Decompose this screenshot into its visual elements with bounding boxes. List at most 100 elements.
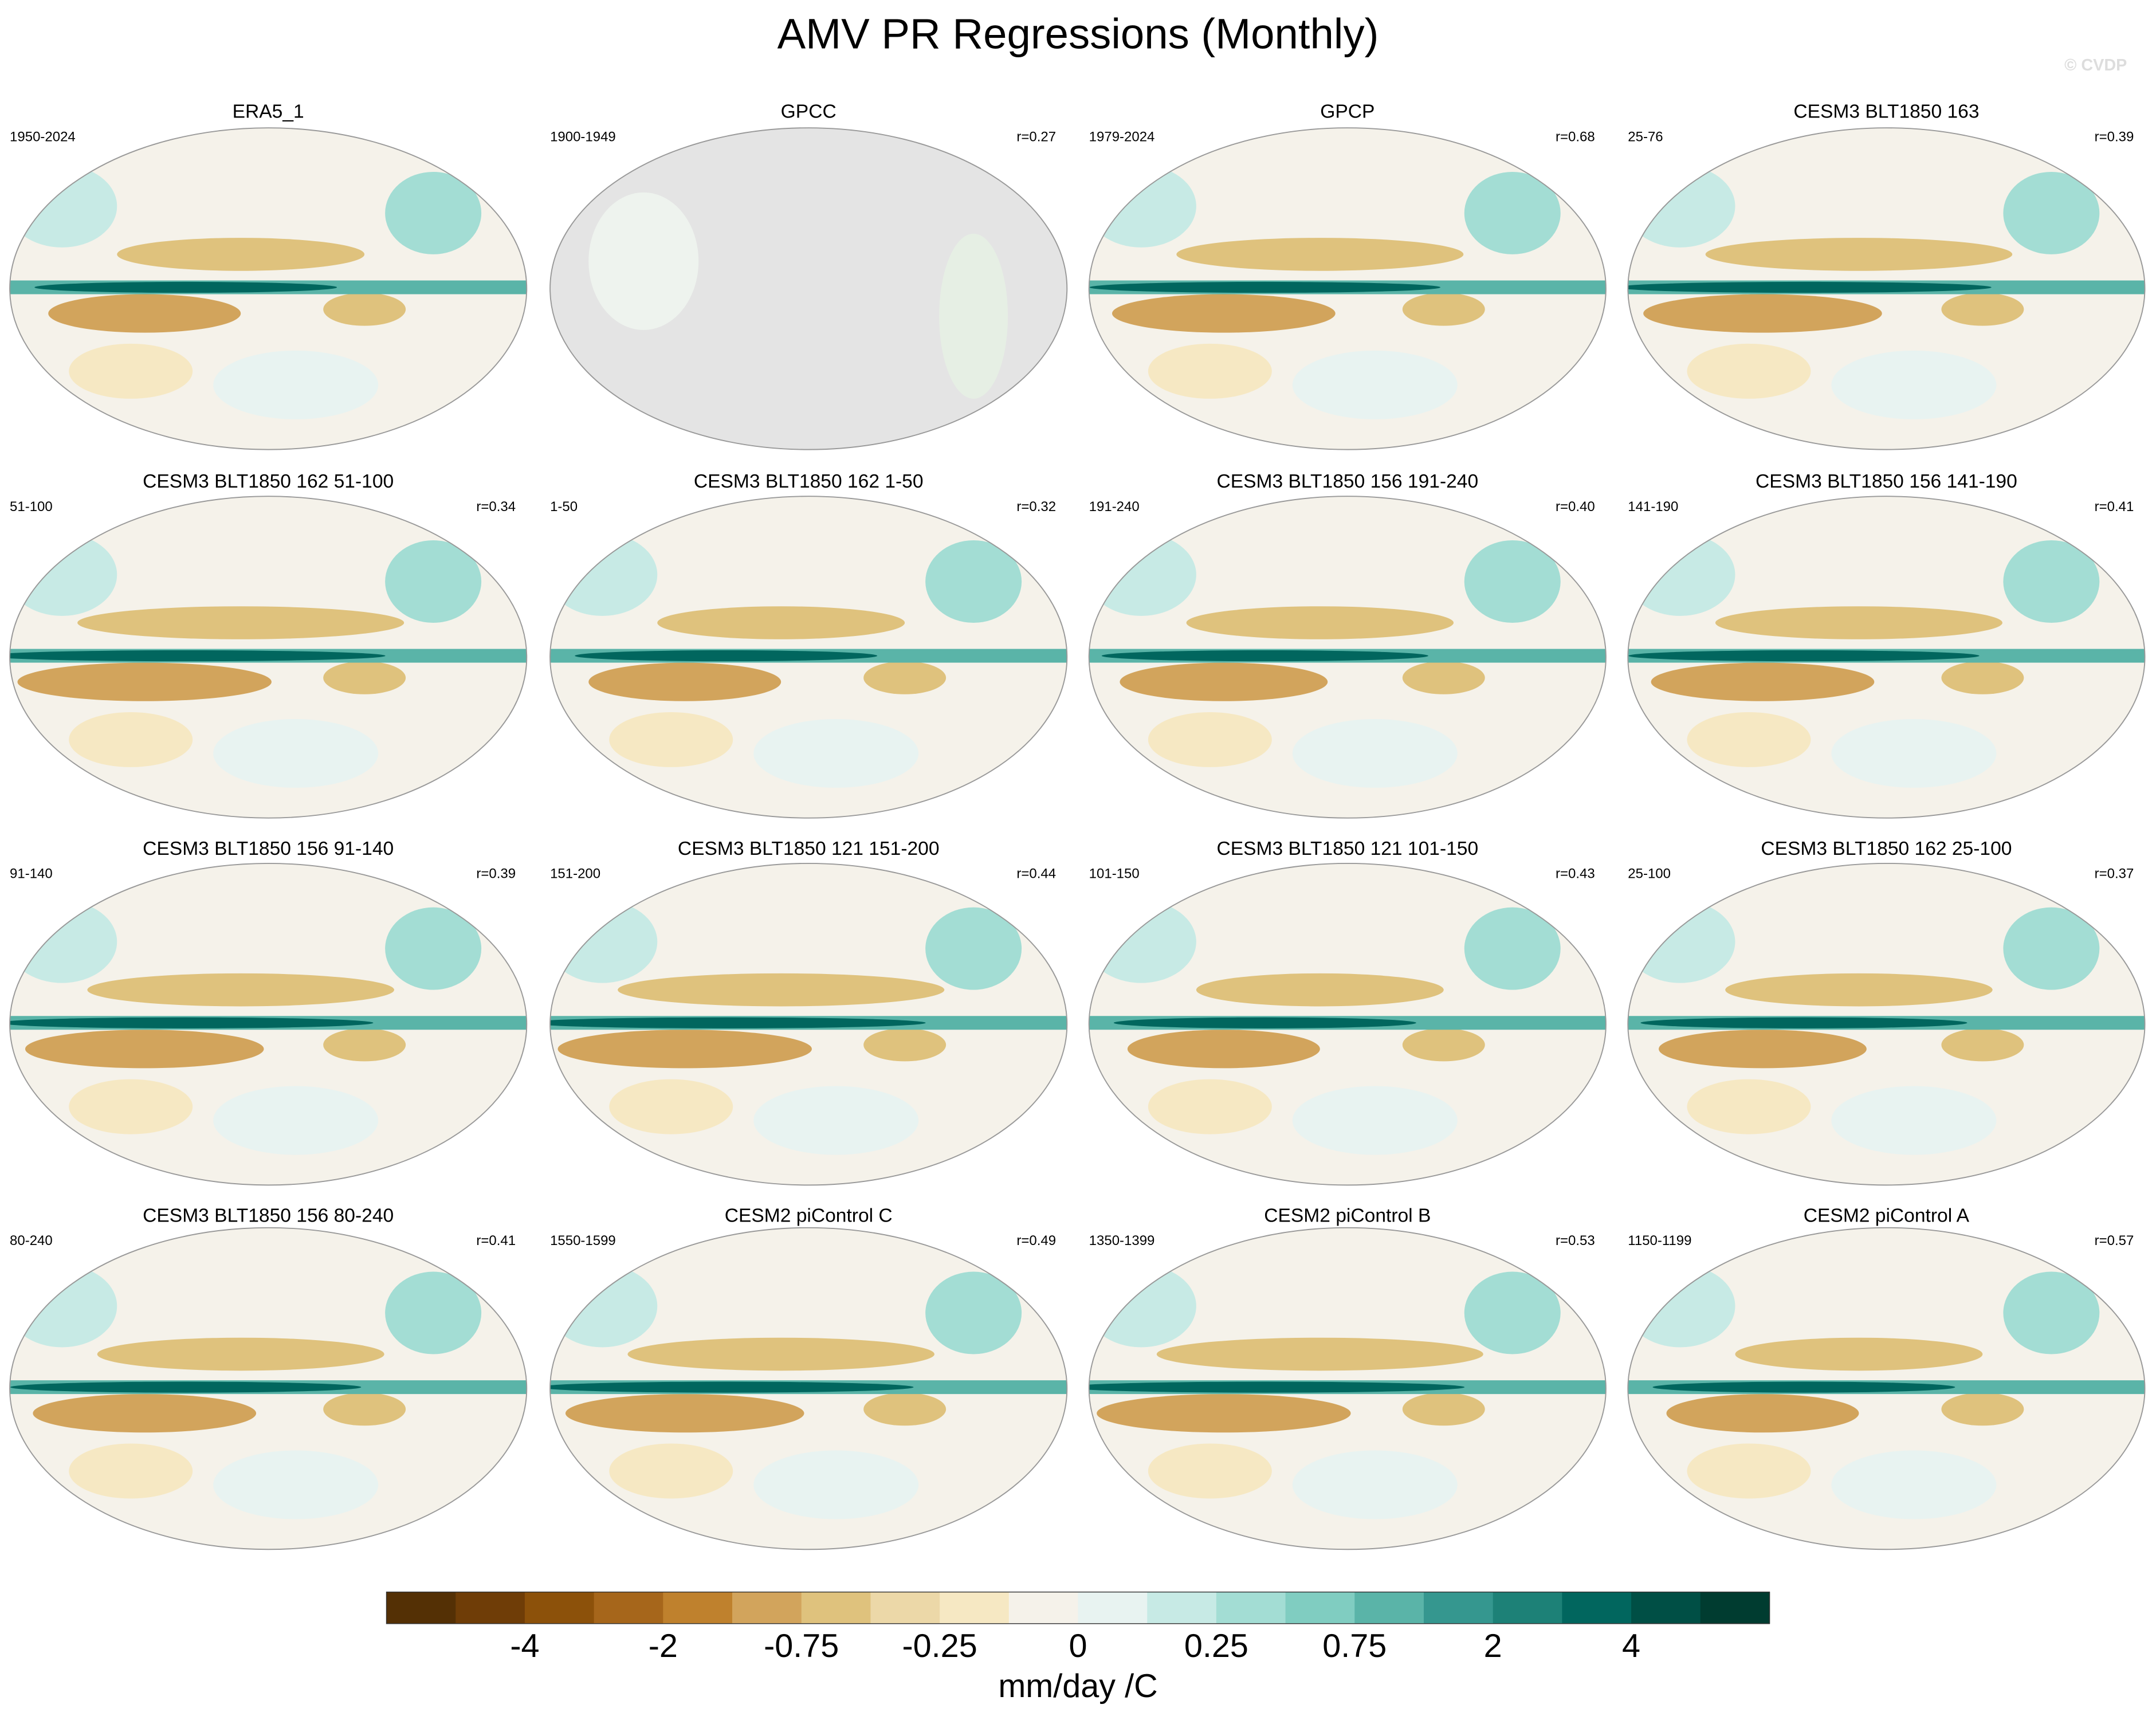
colorbar-label: 4 bbox=[1622, 1628, 1640, 1664]
blob bbox=[213, 1450, 379, 1519]
colorbar-frame bbox=[386, 1591, 1770, 1624]
blob bbox=[863, 1392, 947, 1426]
blob bbox=[323, 661, 406, 694]
panel-period: 101-150 bbox=[1089, 866, 1140, 881]
panel-period: 91-140 bbox=[10, 866, 53, 881]
blob bbox=[1687, 712, 1811, 767]
panel-title: CESM3 BLT1850 156 91-140 bbox=[143, 838, 394, 859]
map-outline bbox=[1627, 127, 2146, 450]
blob bbox=[1186, 606, 1454, 639]
blob bbox=[48, 294, 241, 333]
colorbar-box bbox=[870, 1592, 940, 1624]
blob bbox=[1725, 973, 1993, 1007]
land-patch bbox=[939, 233, 1008, 399]
panel-r: r=0.43 bbox=[1556, 866, 1595, 881]
blob bbox=[213, 718, 379, 788]
blob bbox=[10, 1381, 362, 1393]
map-outline bbox=[1627, 862, 2146, 1186]
map bbox=[1089, 1227, 1606, 1550]
panel-title: CESM3 BLT1850 162 51-100 bbox=[143, 471, 394, 492]
blob bbox=[117, 238, 365, 271]
panel-r: r=0.41 bbox=[2095, 499, 2134, 515]
blob bbox=[1652, 1381, 1955, 1393]
map bbox=[10, 496, 527, 818]
map-outline bbox=[1088, 862, 1607, 1186]
blob bbox=[1628, 650, 1980, 662]
panel-r: r=0.44 bbox=[1016, 866, 1056, 881]
blob bbox=[1831, 1450, 1997, 1519]
blob bbox=[17, 662, 272, 701]
map bbox=[1628, 863, 2145, 1185]
blob bbox=[10, 164, 117, 248]
panel-period: 191-240 bbox=[1089, 499, 1140, 515]
map bbox=[550, 128, 1067, 450]
blob bbox=[1127, 1030, 1320, 1069]
blob bbox=[69, 1079, 193, 1134]
panel-title: CESM2 piControl A bbox=[1804, 1205, 1970, 1226]
blob bbox=[550, 1264, 658, 1348]
map bbox=[1628, 1227, 2145, 1550]
map bbox=[550, 863, 1067, 1185]
blob bbox=[2003, 1271, 2100, 1354]
blob bbox=[1101, 650, 1428, 662]
colorbar-box bbox=[1493, 1592, 1563, 1624]
panel-r: r=0.39 bbox=[2095, 129, 2134, 144]
blob bbox=[2003, 907, 2100, 990]
blob bbox=[69, 343, 193, 399]
panel-r: r=0.40 bbox=[1556, 499, 1595, 515]
panel-r: r=0.27 bbox=[1016, 129, 1056, 144]
blob bbox=[1089, 281, 1441, 293]
blob bbox=[1941, 1028, 2024, 1062]
map-outline bbox=[1088, 1227, 1607, 1550]
blob bbox=[1464, 171, 1561, 254]
blob bbox=[557, 1030, 812, 1069]
blob bbox=[925, 1271, 1022, 1354]
panel-title: GPCC bbox=[781, 101, 837, 123]
panel-period: 25-100 bbox=[1628, 866, 1671, 881]
map bbox=[1089, 128, 1606, 450]
blob bbox=[1402, 293, 1485, 326]
blob bbox=[1402, 1392, 1485, 1426]
blob bbox=[609, 712, 733, 767]
blob bbox=[323, 1028, 406, 1062]
colorbar-box bbox=[732, 1592, 802, 1624]
watermark: © CVDP bbox=[2064, 56, 2127, 74]
blob bbox=[1148, 1443, 1272, 1499]
panel-r: r=0.41 bbox=[476, 1233, 516, 1248]
panel-title: ERA5_1 bbox=[233, 101, 304, 123]
blob bbox=[2003, 171, 2100, 254]
colorbar-box bbox=[801, 1592, 871, 1624]
blob bbox=[385, 540, 482, 623]
colorbar-label: 0 bbox=[1069, 1628, 1087, 1664]
panel-r: r=0.32 bbox=[1016, 499, 1056, 515]
blob bbox=[1464, 1271, 1561, 1354]
blob bbox=[10, 650, 386, 662]
colorbar-box bbox=[455, 1592, 525, 1624]
panel-r: r=0.53 bbox=[1556, 1233, 1595, 1248]
blob bbox=[1292, 718, 1458, 788]
blob bbox=[1148, 712, 1272, 767]
blob bbox=[1941, 1392, 2024, 1426]
blob bbox=[1941, 293, 2024, 326]
panel-title: CESM2 piControl C bbox=[725, 1205, 893, 1226]
colorbar-box bbox=[594, 1592, 664, 1624]
colorbar-box bbox=[1008, 1592, 1079, 1624]
blob bbox=[1089, 1264, 1196, 1348]
blob bbox=[1148, 1079, 1272, 1134]
map-outline bbox=[9, 496, 528, 819]
panel-period: 1950-2024 bbox=[10, 129, 76, 144]
blob bbox=[69, 712, 193, 767]
blob bbox=[1112, 294, 1336, 333]
blob bbox=[550, 1381, 914, 1393]
blob bbox=[10, 1017, 374, 1028]
blob bbox=[609, 1079, 733, 1134]
colorbar-box bbox=[1423, 1592, 1494, 1624]
blob bbox=[550, 1017, 926, 1028]
panel-title: CESM3 BLT1850 156 191-240 bbox=[1216, 471, 1478, 492]
blob bbox=[1089, 1381, 1465, 1393]
panel-period: 1900-1949 bbox=[550, 129, 616, 144]
blob bbox=[627, 1337, 934, 1371]
blob bbox=[1666, 1394, 1859, 1433]
